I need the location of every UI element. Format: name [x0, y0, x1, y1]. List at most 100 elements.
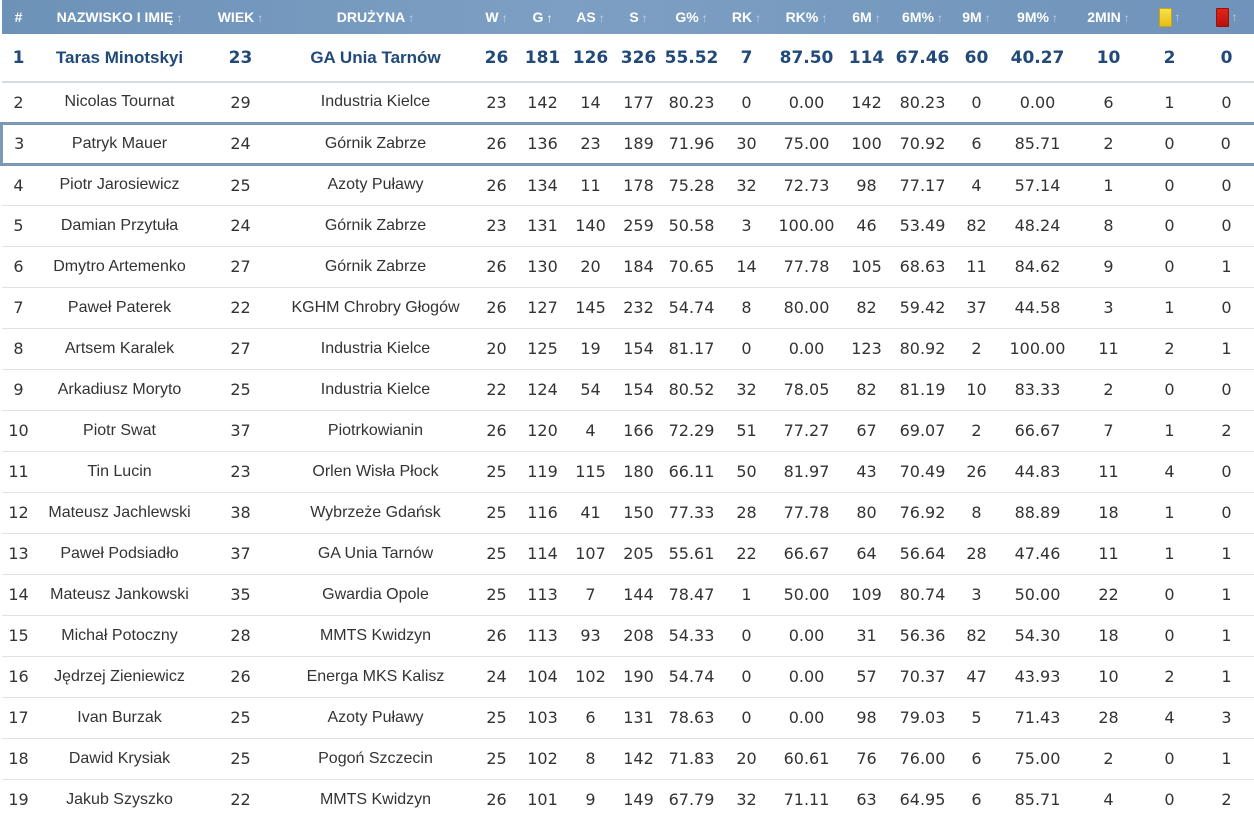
cell-player-name[interactable]: Dawid Krysiak [68, 749, 171, 767]
cell-team[interactable]: Orlen Wisła Płock [312, 462, 439, 480]
sort-arrow-icon[interactable]: ↑ [984, 11, 991, 25]
cell-goals: 130 [527, 257, 558, 276]
cell-age: 27 [230, 339, 251, 358]
cell-team[interactable]: MMTS Kwidzyn [319, 626, 432, 644]
table-row[interactable]: 5 Damian Przytuła 24 Górnik Zabrze 23 131 140 2… [1, 205, 1254, 246]
cell-9m-pct: 44.83 [1014, 462, 1061, 481]
col-header-goals[interactable]: G ↑ [520, 0, 566, 34]
col-header-6m[interactable]: 6M ↑ [842, 0, 892, 34]
cell-team[interactable]: Azoty Puławy [327, 708, 424, 726]
col-header-matches[interactable]: W ↑ [474, 0, 520, 34]
cell-player-name[interactable]: Patryk Mauer [35, 121, 204, 166]
col-header-9m-pct[interactable]: 9M% ↑ [1000, 0, 1076, 34]
table-row[interactable]: 19 Jakub Szyszko 22 MMTS Kwidzyn 26 101 9 149 67… [2, 779, 1254, 819]
cell-team[interactable]: KGHM Chrobry Głogów [291, 298, 460, 316]
table-row[interactable]: 13 Paweł Podsiadło 37 GA Unia Tarnów 25 114 10… [1, 533, 1254, 574]
cell-team[interactable]: Piotrkowianin [327, 421, 424, 439]
cell-player-name[interactable]: Nicolas Tournat [64, 93, 175, 111]
cell-team[interactable]: Industria Kielce [320, 93, 431, 111]
cell-team[interactable]: Pogoń Szczecin [318, 749, 433, 767]
sort-arrow-icon[interactable]: ↑ [408, 11, 415, 25]
table-row[interactable]: 14 Mateusz Jankowski 35 Gwardia Opole 25 113 7… [1, 574, 1254, 615]
cell-player-name[interactable]: Mateusz Jankowski [50, 585, 189, 603]
cell-player-name[interactable]: Jędrzej Zieniewicz [54, 667, 185, 685]
table-row[interactable]: 12 Mateusz Jachlewski 38 Wybrzeże Gdańsk 25 1… [1, 492, 1254, 533]
sort-arrow-icon[interactable]: ↑ [1231, 9, 1238, 24]
col-header-penalty-pct[interactable]: RK% ↑ [772, 0, 842, 34]
sort-arrow-icon[interactable]: ↑ [176, 11, 183, 25]
cell-team[interactable]: Górnik Zabrze [324, 257, 427, 275]
col-header-age[interactable]: WIEK ↑ [204, 0, 278, 34]
cell-player-name[interactable]: Michał Potoczny [61, 626, 178, 644]
cell-player-name[interactable]: Artsem Karalek [64, 339, 175, 357]
cell-player-name[interactable]: Dmytro Artemenko [53, 257, 186, 275]
cell-player-name[interactable]: Arkadiusz Moryto [57, 380, 182, 398]
cell-player-name[interactable]: Piotr Jarosiewicz [59, 176, 180, 193]
sort-arrow-icon[interactable]: ↑ [257, 11, 264, 25]
cell-player-name[interactable]: Ivan Burzak [77, 708, 162, 726]
sort-arrow-icon[interactable]: ↑ [641, 11, 648, 25]
cell-player-name[interactable]: Jakub Szyszko [66, 790, 173, 808]
cell-6m-pct: 67.46 [895, 47, 950, 68]
col-header-6m-pct[interactable]: 6M% ↑ [892, 0, 954, 34]
col-header-team[interactable]: DRUŻYNA ↑ [278, 0, 474, 34]
col-header-9m[interactable]: 9M ↑ [954, 0, 1000, 34]
cell-team[interactable]: Górnik Zabrze [277, 121, 474, 166]
cell-team[interactable]: Gwardia Opole [322, 585, 429, 603]
cell-team[interactable]: Wybrzeże Gdańsk [310, 503, 441, 521]
cell-team[interactable]: Industria Kielce [320, 380, 431, 398]
cell-player-name[interactable]: Piotr Swat [83, 421, 156, 439]
sort-arrow-icon[interactable]: ↑ [755, 11, 762, 25]
sort-arrow-icon[interactable]: ↑ [874, 11, 881, 25]
table-row[interactable]: 6 Dmytro Artemenko 27 Górnik Zabrze 26 130 20 1… [1, 246, 1254, 287]
table-row[interactable]: 16 Jędrzej Zieniewicz 26 Energa MKS Kalisz 2… [1, 656, 1254, 697]
col-header-penalties[interactable]: RK ↑ [722, 0, 772, 34]
sort-arrow-icon[interactable]: ↑ [546, 11, 553, 25]
sort-arrow-icon[interactable]: ↑ [598, 11, 605, 25]
cell-player-name[interactable]: Paweł Podsiadło [60, 544, 179, 562]
col-header-shots[interactable]: S ↑ [616, 0, 662, 34]
table-row[interactable]: 1 Taras Minotskyi 23 GA Unia Tarnów 26 181 126… [1, 34, 1254, 82]
table-row[interactable]: 4 Piotr Jarosiewicz 25 Azoty Puławy 26 134 11 1… [1, 164, 1254, 205]
table-row[interactable]: 8 Artsem Karalek 27 Industria Kielce 20 125 19… [1, 328, 1254, 369]
table-row[interactable]: 3 Patryk Mauer 24 Górnik Zabrze 26 136 23 189 71… [0, 121, 1254, 166]
table-row[interactable]: 2 Nicolas Tournat 29 Industria Kielce 23 142 1… [1, 82, 1254, 123]
cell-player-name[interactable]: Paweł Paterek [67, 298, 172, 316]
col-header-goal-pct[interactable]: G% ↑ [662, 0, 722, 34]
table-row[interactable]: 7 Paweł Paterek 22 KGHM Chrobry Głogów 26 127… [1, 287, 1254, 328]
col-header-name[interactable]: NAZWISKO I IMIĘ ↑ [36, 0, 204, 34]
sort-arrow-icon[interactable]: ↑ [936, 11, 943, 25]
cell-player-name[interactable]: Tin Lucin [87, 462, 152, 480]
cell-shots: 205 [623, 544, 654, 563]
table-row[interactable]: 11 Tin Lucin 23 Orlen Wisła Płock 25 119 115 18… [1, 451, 1254, 492]
cell-team[interactable]: Górnik Zabrze [324, 216, 427, 234]
cell-yellow-cards: 0 [1164, 585, 1175, 604]
cell-team[interactable]: Azoty Puławy [327, 176, 424, 193]
cell-goal-pct: 71.96 [661, 121, 722, 166]
sort-arrow-icon[interactable]: ↑ [1123, 11, 1130, 25]
table-row[interactable]: 9 Arkadiusz Moryto 25 Industria Kielce 22 124… [1, 369, 1254, 410]
cell-player-name[interactable]: Damian Przytuła [60, 216, 179, 234]
table-row[interactable]: 10 Piotr Swat 37 Piotrkowianin 26 120 4 166 72.2… [1, 410, 1254, 451]
sort-arrow-icon[interactable]: ↑ [501, 11, 508, 25]
sort-arrow-icon[interactable]: ↑ [1174, 9, 1181, 24]
col-header-rank[interactable]: # [2, 0, 36, 34]
cell-player-name[interactable]: Mateusz Jachlewski [48, 503, 191, 521]
col-header-assists[interactable]: AS ↑ [566, 0, 616, 34]
cell-team[interactable]: MMTS Kwidzyn [319, 790, 432, 808]
table-row[interactable]: 17 Ivan Burzak 25 Azoty Puławy 25 103 6 131 78.6… [1, 697, 1254, 738]
col-header-yellow-cards[interactable]: ↑ [1142, 0, 1198, 34]
cell-team[interactable]: GA Unia Tarnów [317, 544, 434, 562]
cell-team[interactable]: Energa MKS Kalisz [306, 667, 445, 685]
sort-arrow-icon[interactable]: ↑ [1051, 11, 1058, 25]
col-header-2min[interactable]: 2MIN ↑ [1076, 0, 1142, 34]
cell-penalty-pct: 77.27 [783, 421, 830, 440]
cell-team[interactable]: GA Unia Tarnów [310, 47, 441, 67]
col-header-red-cards[interactable]: ↑ [1198, 0, 1254, 34]
cell-team[interactable]: Industria Kielce [320, 339, 431, 357]
table-row[interactable]: 18 Dawid Krysiak 25 Pogoń Szczecin 25 102 8 142… [1, 738, 1254, 779]
table-row[interactable]: 15 Michał Potoczny 28 MMTS Kwidzyn 26 113 93 20… [1, 615, 1254, 656]
sort-arrow-icon[interactable]: ↑ [821, 11, 828, 25]
sort-arrow-icon[interactable]: ↑ [701, 11, 708, 25]
cell-player-name[interactable]: Taras Minotskyi [55, 47, 184, 67]
